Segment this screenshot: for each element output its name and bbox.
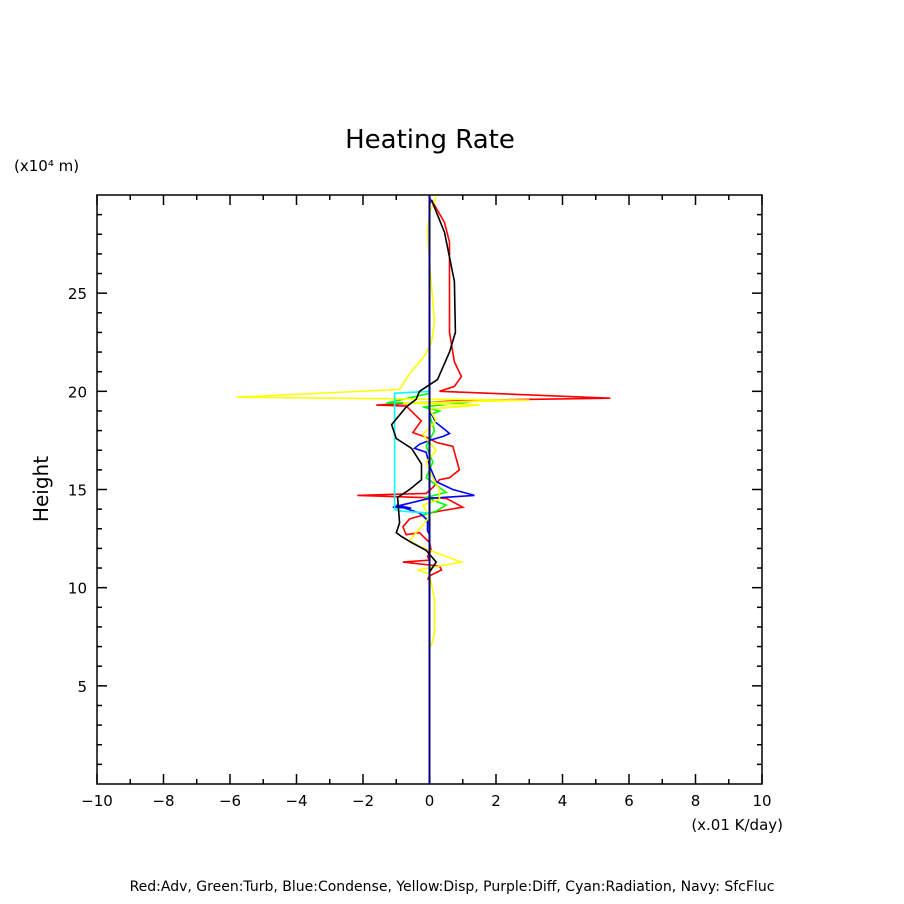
legend-text: Red:Adv, Green:Turb, Blue:Condense, Yell… (130, 879, 775, 895)
y-tick-label: 15 (68, 482, 87, 500)
x-tick-label: 8 (691, 792, 701, 810)
x-tick-label: −10 (81, 792, 113, 810)
x-tick-label: −6 (219, 792, 241, 810)
y-tick-label: 10 (68, 580, 87, 598)
y-tick-label: 20 (68, 383, 87, 401)
x-tick-label: −4 (285, 792, 307, 810)
x-unit-label: (x.01 K/day) (691, 816, 783, 834)
plot-frame (96, 194, 763, 785)
x-tick-label: −8 (152, 792, 174, 810)
x-tick-label: 0 (425, 792, 435, 810)
series-line-total (390, 199, 457, 573)
x-tick-label: 6 (624, 792, 634, 810)
x-tick-label: 2 (491, 792, 501, 810)
series-line-condense (392, 410, 475, 536)
y-tick-label: 5 (77, 678, 87, 696)
y-axis-label: Height (29, 456, 53, 522)
series-line-disp (236, 196, 530, 647)
x-tick-label: 10 (752, 792, 771, 810)
x-tick-label: 4 (558, 792, 568, 810)
chart-title: Heating Rate (345, 125, 515, 155)
x-tick-label: −2 (352, 792, 374, 810)
y-tick-label: 25 (68, 285, 87, 303)
series-line-radiation (393, 390, 430, 514)
y-unit-label: (x10⁴ m) (14, 157, 79, 175)
